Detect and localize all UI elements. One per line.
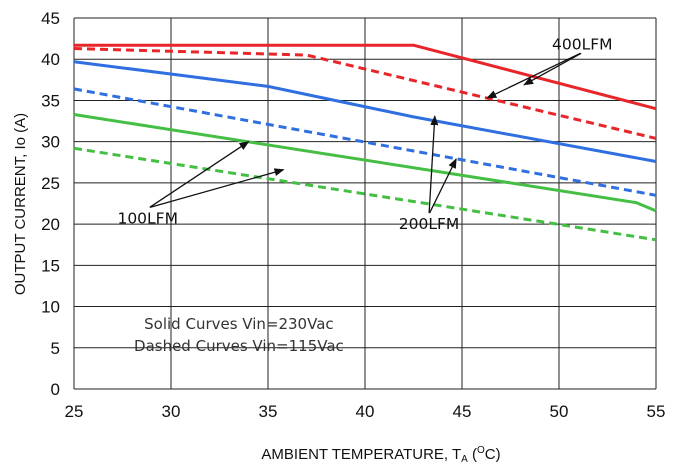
y-tick-label: 25	[41, 174, 60, 193]
note-line-2: Dashed Curves Vin=115Vac	[134, 337, 344, 355]
y-tick-label: 15	[41, 256, 60, 275]
series-line-4	[73, 87, 657, 197]
series-line-6	[73, 146, 657, 242]
y-tick-label: 45	[41, 9, 60, 28]
x-tick-label: 35	[259, 402, 278, 421]
annotation-arrow	[428, 115, 439, 214]
series-group	[73, 43, 657, 242]
series-line-1	[74, 43, 657, 111]
annotation-arrow	[149, 141, 250, 208]
y-tick-label: 40	[41, 50, 60, 69]
y-tick-label: 30	[41, 133, 60, 152]
annotation-label-3: 100LFM	[117, 209, 178, 227]
series-line-2	[73, 47, 657, 140]
y-tick-label: 35	[41, 91, 60, 110]
y-tick-label: 20	[41, 215, 60, 234]
series-line-3	[73, 60, 657, 163]
x-tick-label: 45	[453, 402, 472, 421]
y-tick-label: 10	[41, 298, 60, 317]
annotation-arrow	[428, 158, 457, 214]
annotation-arrow	[486, 52, 581, 99]
annotation-label-1: 400LFM	[552, 35, 613, 53]
legend-notes: Solid Curves Vin=230Vac Dashed Curves Vin…	[134, 315, 344, 355]
x-tick-label: 40	[356, 402, 375, 421]
grid	[73, 17, 657, 390]
y-tick-label: 5	[51, 339, 60, 358]
x-tick-label: 55	[647, 402, 666, 421]
series-line-5	[73, 113, 657, 213]
axes: 25 30 35 40 45 50 55 0 5 10 15 20 25 30 35 40 45	[41, 9, 665, 421]
x-tick-label: 50	[550, 402, 569, 421]
annotation-label-2: 200LFM	[399, 215, 460, 233]
annotation-arrow	[523, 52, 582, 86]
x-tick-label: 25	[65, 402, 84, 421]
note-line-1: Solid Curves Vin=230Vac	[144, 315, 334, 333]
x-axis-title: AMBIENT TEMPERATURE, TA (OC)	[261, 445, 500, 465]
y-tick-label: 0	[51, 380, 60, 399]
annotation-arrow	[150, 168, 285, 208]
y-axis-title: OUTPUT CURRENT, Io (A)	[12, 113, 29, 295]
x-tick-label: 30	[162, 402, 181, 421]
annotations: 400LFM 200LFM 100LFM	[117, 35, 612, 233]
